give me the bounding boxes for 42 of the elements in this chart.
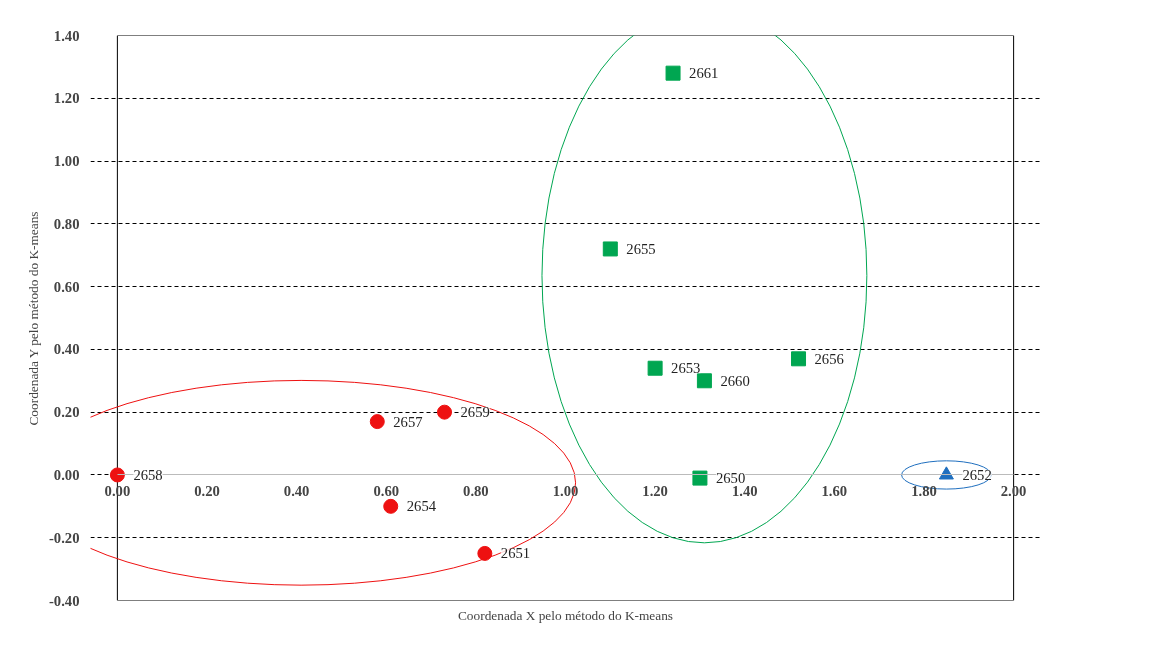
x-tick-label: 1.20 xyxy=(642,482,668,499)
annotation: 2656 xyxy=(814,350,844,367)
x-tick-label: 0.40 xyxy=(283,482,310,499)
point xyxy=(437,404,453,420)
point xyxy=(383,498,399,514)
annotation: 2652 xyxy=(962,466,992,483)
point xyxy=(938,466,954,480)
x-tick-label: 0.80 xyxy=(463,482,489,499)
annotation: 2655 xyxy=(626,240,656,257)
point xyxy=(477,545,493,561)
annotation: 2657 xyxy=(393,413,423,430)
point xyxy=(602,241,618,257)
y-axis-title: Coordenada Y pelo método do K-means xyxy=(25,211,41,426)
annotation: 2653 xyxy=(671,360,701,377)
y-tick-label: 0.20 xyxy=(53,404,80,421)
y-tick-label: 1.20 xyxy=(53,90,80,107)
annotation: 2661 xyxy=(689,65,719,82)
point xyxy=(791,351,807,367)
y-tick-label: 0.60 xyxy=(53,278,80,295)
point xyxy=(692,470,708,486)
annotation: 2654 xyxy=(406,498,437,515)
annotation: 2651 xyxy=(500,545,531,562)
point xyxy=(696,373,712,389)
point xyxy=(109,467,125,483)
point xyxy=(647,360,663,376)
annotation: 2659 xyxy=(460,404,490,421)
point xyxy=(665,65,681,81)
y-tick-label: 0.00 xyxy=(53,466,80,483)
y-tick-label: 0.80 xyxy=(53,215,80,232)
y-tick-label: -0.20 xyxy=(48,529,80,546)
y-tick-label: 0.40 xyxy=(53,341,80,358)
x-tick-label: 0.60 xyxy=(373,482,400,499)
annotation: 2660 xyxy=(720,372,750,389)
x-tick-label: 1.80 xyxy=(911,482,937,499)
y-tick-label: 1.00 xyxy=(53,153,80,170)
x-tick-label: 1.60 xyxy=(821,482,848,499)
x-axis-title: Coordenada X pelo método do K-means xyxy=(457,607,674,623)
point xyxy=(369,414,385,430)
x-tick-label: 0.20 xyxy=(194,482,220,499)
y-tick-label: 1.40 xyxy=(53,27,80,44)
annotation: 2658 xyxy=(133,466,163,483)
y-tick-label: -0.40 xyxy=(48,592,80,609)
